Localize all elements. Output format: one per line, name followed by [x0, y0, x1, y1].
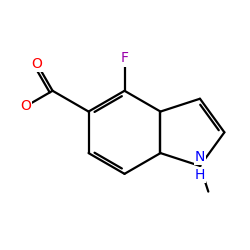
Text: H: H — [195, 168, 205, 182]
Text: O: O — [20, 99, 31, 113]
Text: F: F — [120, 52, 128, 66]
Text: O: O — [32, 57, 42, 71]
Text: N: N — [195, 150, 205, 164]
